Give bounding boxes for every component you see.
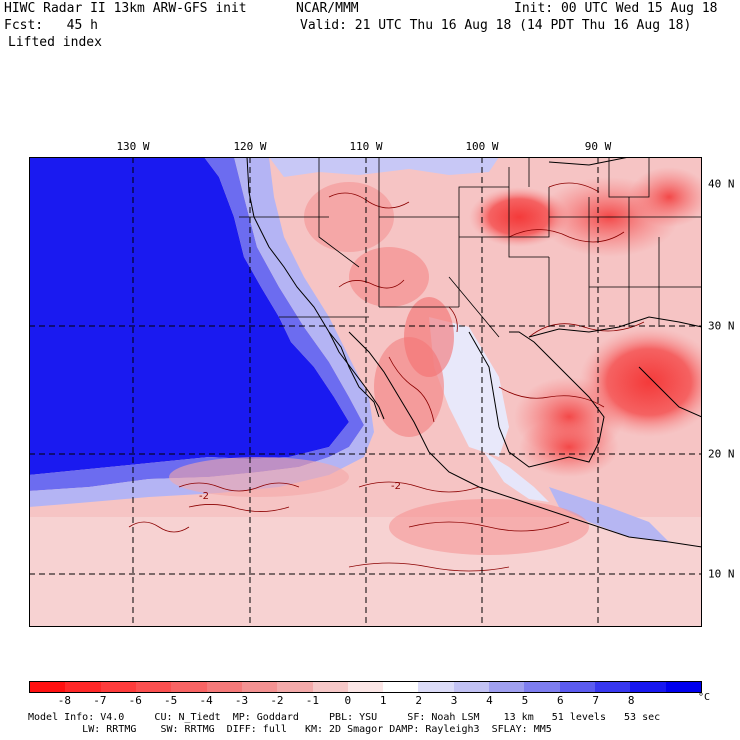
colorbar-swatch [559, 682, 595, 692]
colorbar-tick-label: 7 [592, 694, 600, 707]
field-name: Lifted index [8, 35, 102, 50]
lon-label-130w: 130 W [116, 140, 150, 153]
pacific-blue-fringe [29, 157, 364, 491]
colorbar-tick-label: 2 [415, 694, 422, 707]
li-contours [128, 182, 645, 572]
colorbar-swatch [30, 682, 66, 692]
pacific-stable-air [29, 157, 349, 475]
great-lakes-unstable [629, 167, 702, 227]
colorbar-swatch [383, 682, 419, 692]
colorbar-swatch [524, 682, 560, 692]
colorbar-swatch [100, 682, 136, 692]
colorbar-swatch [277, 682, 313, 692]
lat-label-40n: 40 N [708, 177, 735, 191]
colorbar-tick-label: -1 [305, 694, 319, 707]
state-borders [239, 157, 702, 338]
valid-time: Valid: 21 UTC Thu 16 Aug 18 (14 PDT Thu … [300, 18, 692, 33]
colorbar-swatch [630, 682, 666, 692]
pacific-itcz-west [169, 457, 349, 497]
lon-label-100w: 100 W [465, 140, 499, 153]
init-time: Init: 00 UTC Wed 15 Aug 18 [514, 1, 718, 16]
southwest-us-unstable [349, 247, 429, 307]
colorbar-tick-label: -3 [234, 694, 249, 707]
colorbar-tick-label: 1 [379, 694, 387, 707]
colorbar-swatch [418, 682, 454, 692]
colorbar-swatch [347, 682, 384, 692]
contour-label: -2 [391, 481, 401, 492]
great-basin-unstable [304, 182, 394, 252]
colorbar-swatch [489, 682, 525, 692]
forecast-hour: Fcst: 45 h [4, 18, 98, 33]
colorbar-swatch [135, 682, 172, 692]
lat-label-10n: 10 N [708, 567, 735, 581]
colorbar-swatch [665, 682, 701, 692]
colorbar-swatch [312, 682, 348, 692]
plains-unstable [469, 187, 569, 247]
model-title: HIWC Radar II 13km ARW-GFS init [4, 1, 247, 16]
map-frame [29, 157, 702, 627]
colorbar-swatch [241, 682, 278, 692]
colorbar-tick-label: -7 [93, 694, 107, 707]
colorbar-tick-label: -5 [164, 694, 178, 707]
colorbar-swatch [595, 682, 631, 692]
pacific-pale-fringe [29, 157, 374, 507]
colorbar-unit: °C [698, 692, 711, 703]
graticule [29, 157, 702, 627]
contour-label: -2 [199, 491, 209, 502]
colorbar-swatch [171, 682, 207, 692]
colorbar-swatch [206, 682, 242, 692]
colorbar-tick-label: 3 [450, 694, 458, 707]
lat-label-30n: 30 N [708, 319, 735, 333]
colorbar-tick-label: -6 [128, 694, 142, 707]
lon-label-110w: 110 W [349, 140, 383, 153]
sierra-madre-unstable [404, 297, 454, 377]
lifted-index-map: -2 -2 [29, 157, 702, 627]
north-blue-strip [269, 157, 499, 177]
gulf-of-tehuantepec-stable [549, 487, 669, 542]
colorbar-tick-label: -8 [57, 694, 72, 707]
lon-label-90w: 90 W [584, 140, 612, 153]
colorbar-tick-label: 6 [557, 694, 564, 707]
lon-label-120w: 120 W [233, 140, 267, 153]
colorbar-tick-label: -2 [270, 694, 284, 707]
colorbar-tick-label: 5 [521, 694, 529, 707]
model-info-line2: LW: RRTMG SW: RRTMG DIFF: full KM: 2D Sm… [28, 724, 552, 735]
org-label: NCAR/MMM [296, 1, 359, 16]
yucatan-unstable [519, 417, 619, 477]
colorbar-tick-label: 0 [344, 694, 352, 707]
bay-of-campeche [484, 452, 549, 502]
lat-label-20n: 20 N [708, 447, 735, 461]
colorbar-swatch [453, 682, 490, 692]
colorbar-tick-label: 4 [486, 694, 493, 707]
colorbar-tick-label: -4 [199, 694, 213, 707]
colorbar-tick-label: 8 [627, 694, 635, 707]
model-info-line1: Model Info: V4.0 CU: N_Tiedt MP: Goddard… [28, 712, 661, 723]
colorbar [29, 681, 702, 693]
colorbar-swatch [65, 682, 101, 692]
